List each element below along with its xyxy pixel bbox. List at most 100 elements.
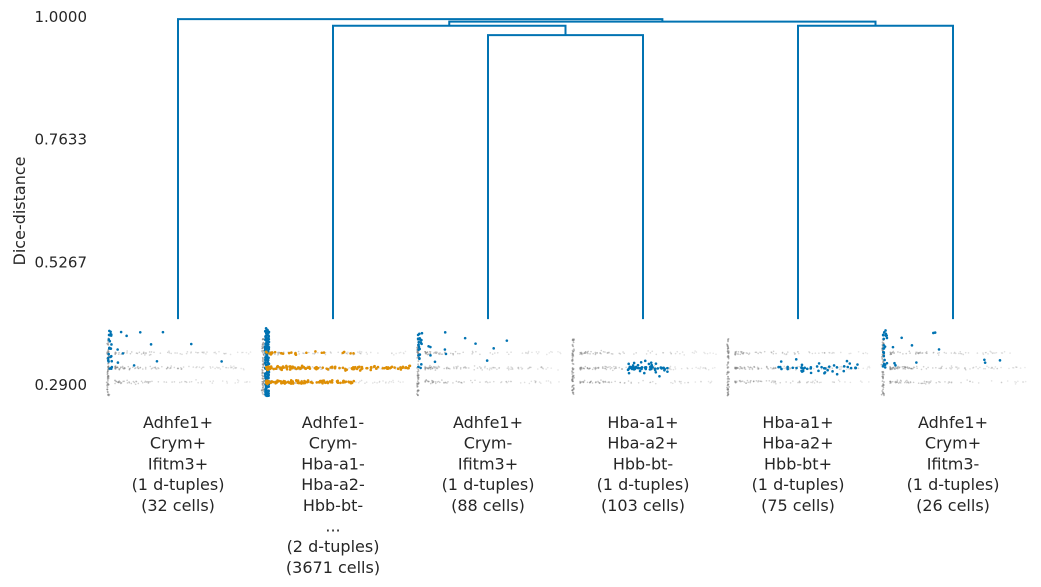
background-point bbox=[224, 352, 226, 355]
background-point bbox=[889, 368, 892, 371]
background-point bbox=[573, 349, 576, 352]
background-point bbox=[891, 351, 894, 354]
background-point bbox=[770, 351, 773, 353]
leaf-scatter-2 bbox=[416, 331, 562, 397]
highlight-point bbox=[406, 366, 409, 370]
background-point bbox=[904, 366, 906, 368]
background-point bbox=[709, 352, 711, 354]
highlight-point bbox=[265, 358, 269, 362]
background-point bbox=[391, 352, 393, 355]
background-point bbox=[225, 352, 227, 355]
background-point bbox=[200, 382, 203, 384]
leaf-label-line: Hba-a1- bbox=[301, 454, 365, 473]
highlight-point bbox=[330, 378, 334, 382]
background-point bbox=[749, 366, 752, 368]
highlight-point bbox=[161, 330, 165, 334]
background-point bbox=[399, 351, 402, 354]
highlight-point bbox=[125, 334, 128, 338]
background-point bbox=[176, 367, 179, 370]
background-point bbox=[990, 351, 993, 354]
highlight-point bbox=[418, 337, 422, 340]
background-point bbox=[177, 367, 180, 370]
background-point bbox=[713, 366, 716, 369]
background-point bbox=[906, 366, 908, 369]
background-point bbox=[146, 380, 148, 383]
background-point bbox=[579, 366, 582, 369]
background-point bbox=[982, 352, 984, 354]
background-point bbox=[424, 369, 427, 371]
background-point bbox=[464, 366, 467, 368]
background-point bbox=[654, 382, 657, 385]
background-point bbox=[147, 381, 150, 383]
background-point bbox=[427, 380, 429, 383]
highlight-point bbox=[264, 394, 268, 397]
background-point bbox=[452, 354, 455, 356]
background-point bbox=[579, 367, 581, 370]
background-point bbox=[899, 382, 902, 384]
background-point bbox=[992, 352, 994, 354]
background-point bbox=[597, 367, 599, 369]
leaf-label-line: (26 cells) bbox=[916, 496, 990, 515]
background-point bbox=[904, 365, 906, 368]
background-point bbox=[107, 377, 110, 380]
background-point bbox=[521, 367, 524, 370]
background-point bbox=[857, 367, 860, 369]
background-point bbox=[583, 379, 586, 382]
background-point bbox=[384, 382, 387, 384]
background-point bbox=[831, 367, 834, 370]
background-point bbox=[116, 366, 119, 369]
background-point bbox=[571, 339, 574, 342]
background-point bbox=[579, 382, 582, 384]
background-point bbox=[603, 380, 606, 383]
background-point bbox=[168, 351, 171, 354]
background-point bbox=[911, 367, 914, 370]
highlight-point bbox=[349, 381, 353, 385]
background-point bbox=[841, 366, 843, 368]
background-point bbox=[261, 351, 264, 354]
leaf-label-line: (3671 cells) bbox=[286, 558, 380, 577]
background-point bbox=[277, 352, 279, 354]
background-point bbox=[237, 381, 239, 384]
background-point bbox=[425, 353, 428, 355]
highlight-point bbox=[636, 363, 640, 367]
background-point bbox=[990, 380, 993, 382]
background-point bbox=[114, 365, 117, 367]
background-point bbox=[475, 350, 477, 353]
background-point bbox=[699, 367, 701, 370]
background-point bbox=[816, 380, 818, 383]
background-point bbox=[243, 368, 245, 371]
highlight-point bbox=[295, 379, 298, 383]
background-point bbox=[527, 367, 530, 369]
background-point bbox=[360, 379, 363, 382]
leaf-label-4: Hba-a1+Hba-a2+Hbb-bt+(1 d-tuples)(75 cel… bbox=[752, 413, 845, 515]
background-point bbox=[140, 353, 143, 355]
background-point bbox=[437, 365, 440, 368]
background-point bbox=[669, 367, 671, 370]
background-point bbox=[613, 365, 615, 368]
background-point bbox=[583, 352, 586, 354]
background-point bbox=[736, 353, 738, 355]
background-point bbox=[392, 381, 395, 384]
background-point bbox=[908, 382, 910, 384]
background-point bbox=[200, 367, 203, 370]
background-point bbox=[740, 351, 743, 354]
background-point bbox=[118, 380, 121, 382]
background-point bbox=[670, 381, 672, 384]
background-point bbox=[170, 367, 172, 369]
background-point bbox=[866, 368, 868, 370]
background-point bbox=[551, 351, 553, 353]
highlight-point bbox=[893, 361, 896, 365]
background-point bbox=[622, 351, 624, 353]
background-point bbox=[142, 352, 145, 355]
background-point bbox=[831, 367, 833, 369]
background-point bbox=[481, 369, 484, 371]
background-point bbox=[711, 367, 714, 369]
background-point bbox=[527, 350, 530, 353]
background-point bbox=[144, 354, 146, 356]
background-point bbox=[808, 351, 810, 353]
background-point bbox=[261, 391, 264, 394]
background-point bbox=[774, 381, 777, 383]
background-point bbox=[866, 352, 869, 355]
background-point bbox=[527, 367, 529, 370]
background-point bbox=[144, 366, 147, 369]
